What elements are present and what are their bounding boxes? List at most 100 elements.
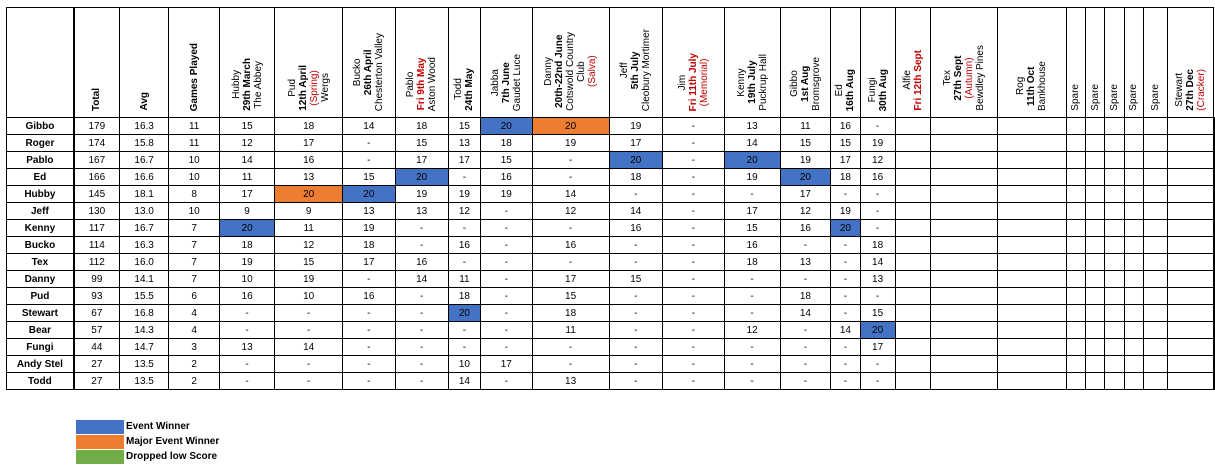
score-cell	[1084, 270, 1106, 288]
score-cell: -	[480, 219, 533, 237]
score-cell: 15	[218, 117, 276, 135]
score-cell: 10	[447, 355, 482, 373]
score-cell	[1142, 321, 1168, 339]
legend-label: Event Winner	[126, 421, 190, 432]
header-line: Spare	[1149, 84, 1161, 111]
score-cell	[1084, 321, 1106, 339]
score-cell: 13	[779, 253, 832, 271]
score-cell	[1213, 321, 1215, 339]
player-name: Fungi	[5, 338, 75, 356]
score-cell: 20	[830, 219, 861, 237]
score-cell	[894, 338, 932, 356]
score-cell	[1123, 219, 1144, 237]
score-cell: 9	[274, 202, 344, 220]
header-line: Puckrup Hall	[757, 54, 769, 111]
score-cell: 17	[480, 355, 533, 373]
header-line: Bewdley Pines	[975, 45, 987, 111]
player-row: Andy Stel 27 13.5 2- - - -10 17- - - - - - -	[5, 355, 1215, 373]
score-cell	[1065, 168, 1086, 186]
score-cell: 19	[859, 134, 896, 152]
header-line: Ed	[834, 83, 846, 96]
score-cell: 11	[218, 168, 276, 186]
score-cell	[1123, 134, 1144, 152]
score-cell	[1213, 253, 1215, 271]
score-cell	[996, 321, 1067, 339]
avg-cell: 16.3	[118, 236, 170, 254]
score-cell: 16	[859, 168, 896, 186]
score-cell: 17	[830, 151, 861, 169]
player-name: Roger	[5, 134, 75, 152]
score-cell: -	[608, 372, 663, 390]
column-header-puckrup: Kenny 19th July Puckrup Hall	[723, 7, 781, 118]
score-cell	[996, 304, 1067, 322]
score-cell: -	[661, 185, 725, 203]
score-cell	[1213, 219, 1215, 237]
league-table: Total Avg Games Played Hubby 29th March The A…	[5, 7, 1215, 390]
score-cell	[996, 202, 1067, 220]
score-cell: -	[274, 304, 344, 322]
score-cell	[1104, 338, 1125, 356]
header-line: Games Played	[188, 42, 200, 111]
score-cell: -	[859, 372, 896, 390]
score-cell	[996, 372, 1067, 390]
score-cell	[1142, 287, 1168, 305]
score-cell	[1166, 185, 1215, 203]
player-row: Ed 166 16.6 10 11 13 15 20-16-18-19 20 18 16	[5, 168, 1215, 186]
score-cell: -	[723, 355, 781, 373]
header-line: Gaudet Luce	[511, 53, 523, 111]
score-cell: -	[218, 321, 276, 339]
score-cell: 19	[218, 253, 276, 271]
player-name: Ed	[5, 168, 75, 186]
avg-cell: 16.7	[118, 151, 170, 169]
score-cell: -	[394, 287, 449, 305]
score-cell: -	[342, 321, 396, 339]
header-line: The Abbey	[252, 60, 264, 109]
score-cell	[930, 168, 998, 186]
player-name: Pablo	[5, 151, 75, 169]
score-cell: -	[531, 355, 610, 373]
score-cell	[1123, 270, 1144, 288]
total-cell: 114	[72, 236, 120, 254]
score-cell: 11	[779, 117, 832, 135]
legend-swatch	[76, 449, 124, 464]
score-cell	[1065, 202, 1086, 220]
score-cell: -	[723, 287, 781, 305]
score-cell: -	[608, 321, 663, 339]
score-cell: -	[830, 236, 861, 254]
score-cell	[1123, 304, 1144, 322]
score-cell	[1166, 355, 1215, 373]
score-cell: 15	[531, 287, 610, 305]
column-header-bankhouse: Rog 11th Oct Bankhouse	[996, 7, 1067, 118]
score-cell	[1104, 219, 1125, 237]
avg-cell: 16.3	[118, 117, 170, 135]
header-line: Total	[91, 87, 103, 111]
score-cell	[1213, 304, 1215, 322]
header-line: Spare	[1070, 84, 1082, 111]
score-cell: 16	[830, 117, 861, 135]
header-line: Pablo	[405, 71, 417, 97]
score-cell: 15	[274, 253, 344, 271]
score-cell: 15	[779, 134, 832, 152]
score-cell: -	[779, 236, 832, 254]
score-cell	[894, 253, 932, 271]
total-cell: 27	[72, 372, 120, 390]
header-line: 19th July	[746, 60, 758, 105]
player-name: Jeff	[5, 202, 75, 220]
column-header-gaudet: Jabba 7th June Gaudet Luce	[480, 7, 533, 118]
score-cell: 19	[723, 168, 781, 186]
games-played-cell: 7	[168, 219, 220, 237]
score-cell: -	[531, 168, 610, 186]
score-cell: -	[274, 355, 344, 373]
header-line: Spare	[1128, 84, 1140, 111]
score-cell	[1104, 321, 1125, 339]
score-cell	[894, 202, 932, 220]
score-cell	[894, 151, 932, 169]
score-cell	[1213, 117, 1215, 135]
score-cell	[1142, 253, 1168, 271]
score-cell: 12	[218, 134, 276, 152]
score-cell: 14	[342, 117, 396, 135]
score-cell: 16	[608, 219, 663, 237]
player-row: Pablo 167 16.7 10 14 16-17 17 15-20-20 19 17 12	[5, 151, 1215, 169]
games-played-cell: 3	[168, 338, 220, 356]
legend-item: Dropped low Score	[76, 449, 219, 464]
